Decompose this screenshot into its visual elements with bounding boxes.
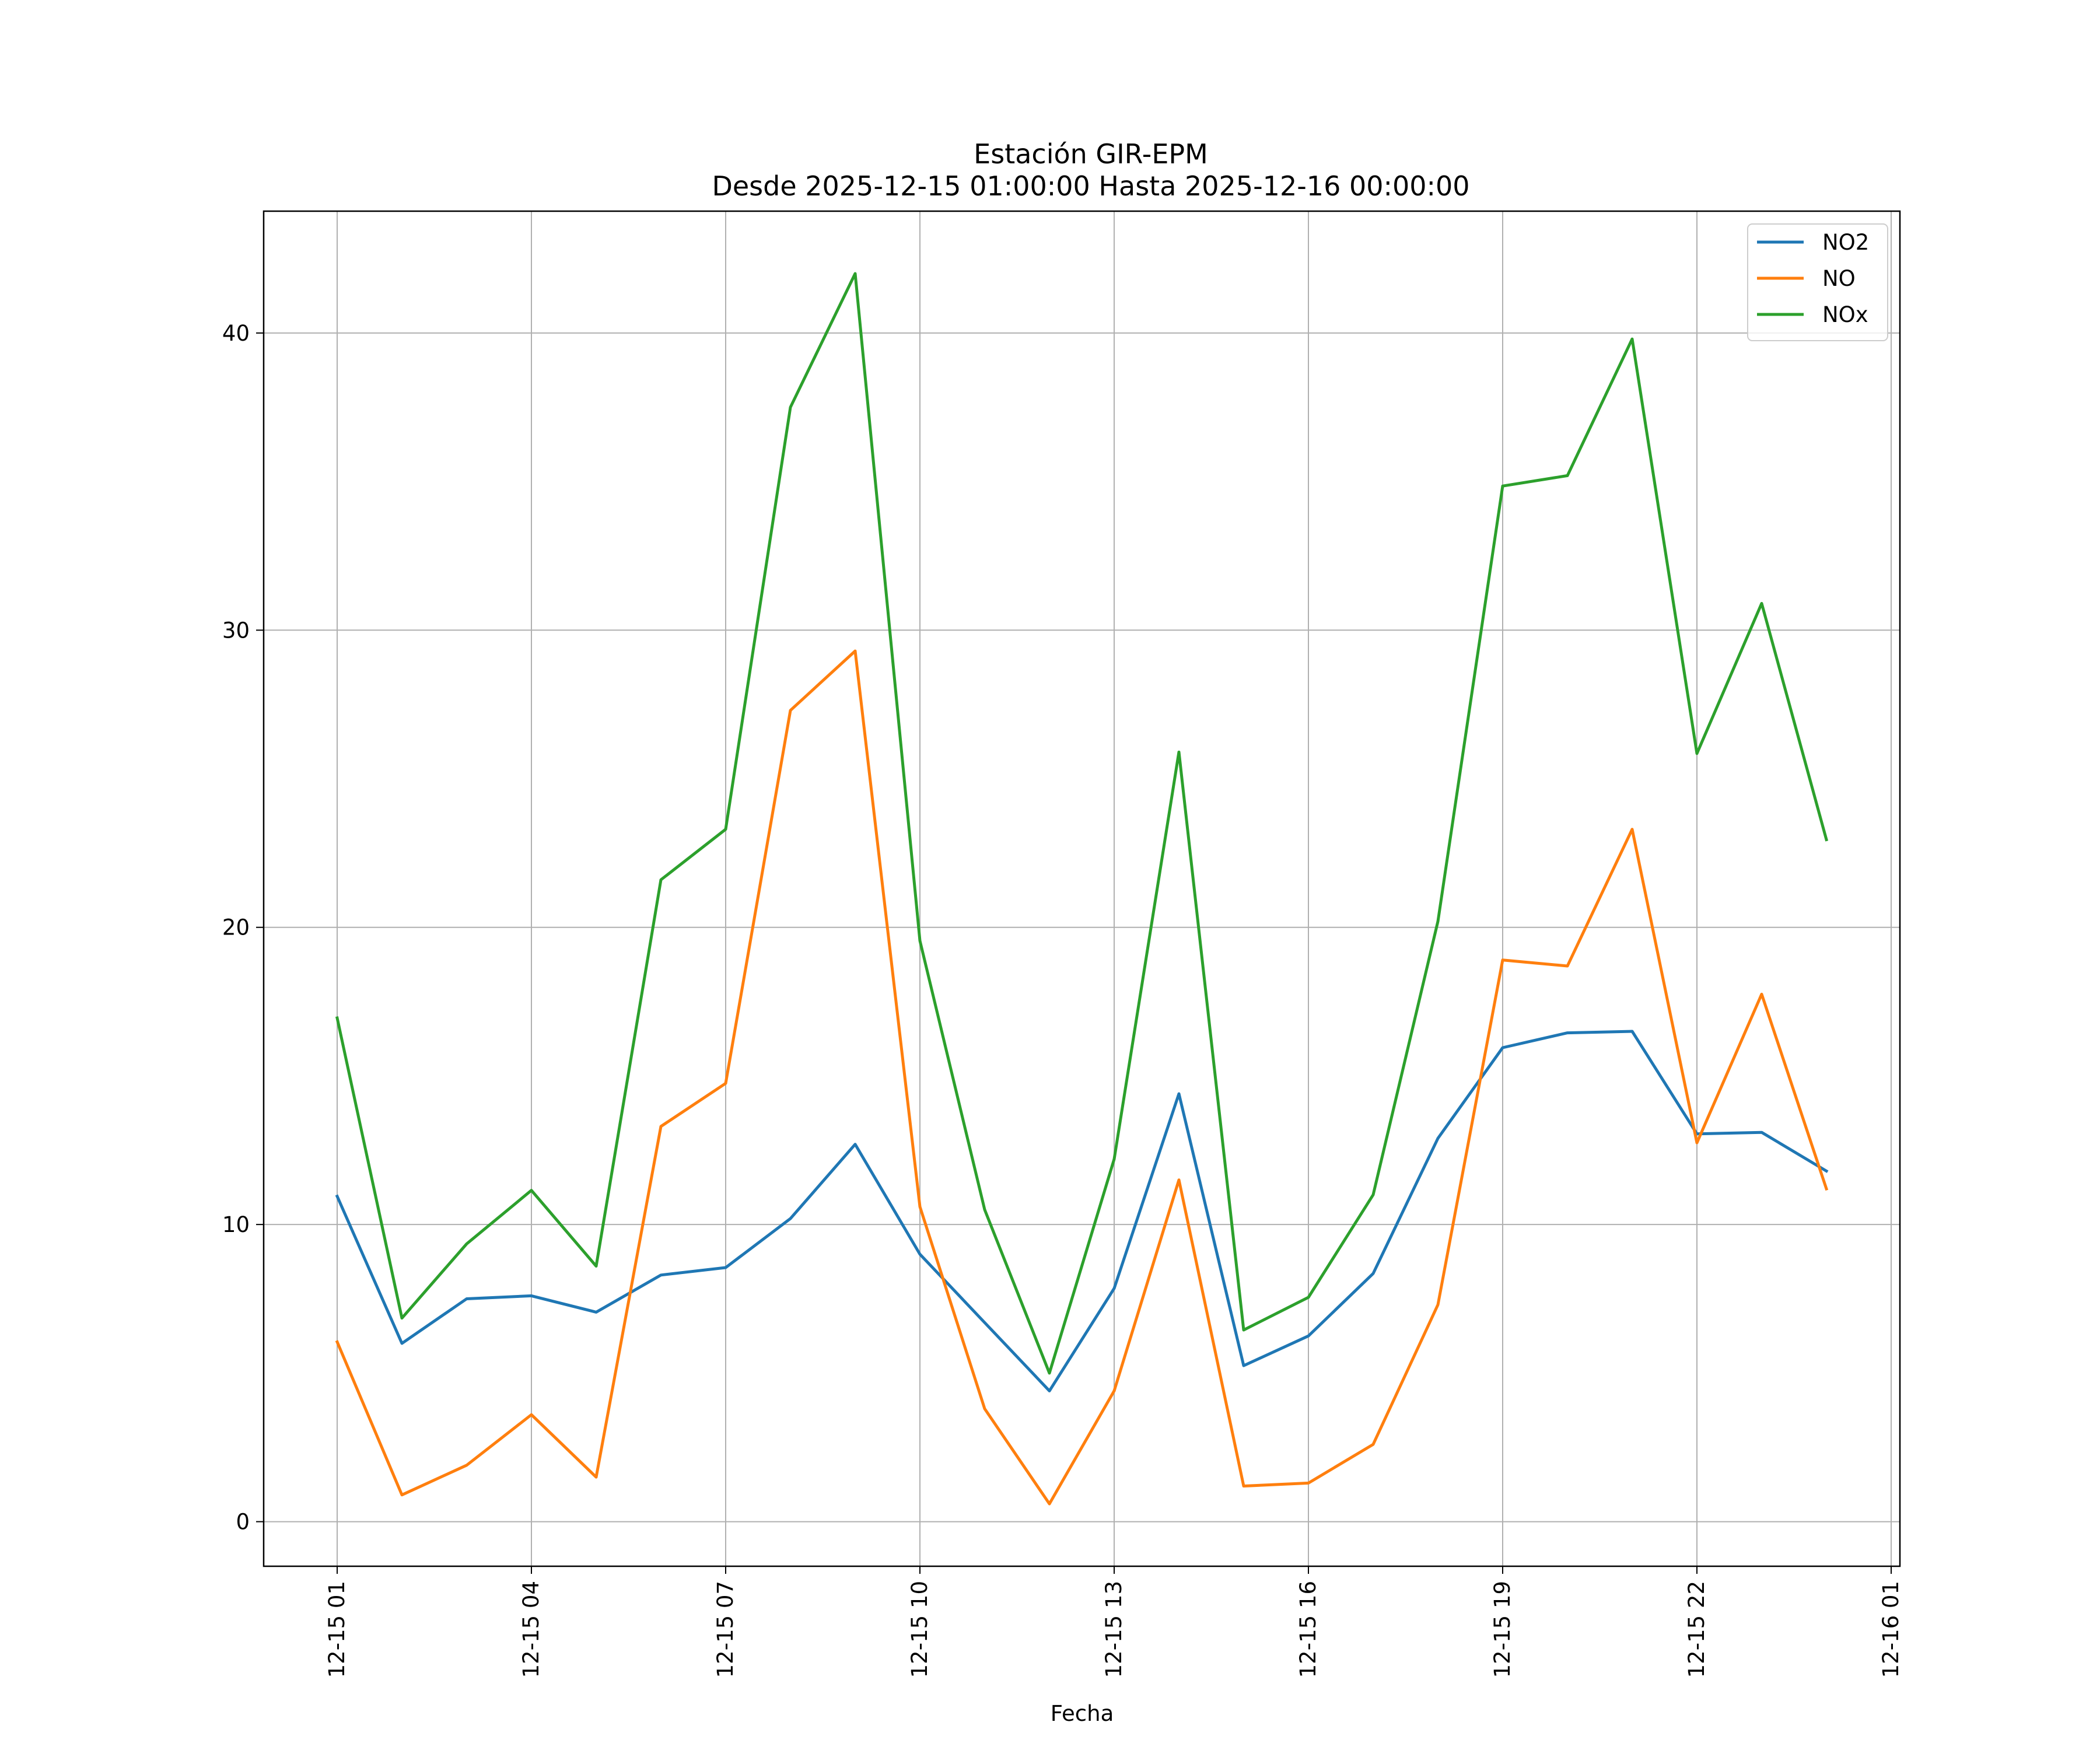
x-tick-label: 12-15 01: [324, 1581, 349, 1678]
y-tick-label: 40: [222, 321, 250, 346]
x-tick-label: 12-15 13: [1101, 1581, 1126, 1678]
x-tick-label: 12-15 10: [907, 1581, 932, 1678]
legend-label-no: NO: [1822, 266, 1856, 291]
legend: NO2 NO NOx: [1747, 223, 1888, 341]
series-line-no: [335, 649, 1829, 1506]
x-tick-label: 12-15 19: [1490, 1581, 1515, 1678]
series-line-no2: [335, 1030, 1829, 1392]
x-tick-label: 12-16 01: [1878, 1581, 1903, 1678]
series-line-nox: [335, 272, 1829, 1375]
x-tick-label: 12-15 07: [713, 1581, 738, 1678]
y-tick-label: 0: [236, 1510, 250, 1535]
series-lines: [335, 272, 1829, 1506]
legend-items: NO2 NO NOx: [1757, 230, 1869, 327]
x-tick-label: 12-15 04: [519, 1581, 544, 1678]
y-axis-ticks: 0 10 20 30 40: [222, 321, 264, 1535]
x-axis-ticks: 12-15 01 12-15 04 12-15 07 12-15 10 12-15 13…: [324, 1566, 1903, 1678]
legend-label-nox: NOx: [1822, 302, 1868, 327]
chart-subtitle: Desde 2025-12-15 01:00:00 Hasta 2025-12-…: [712, 170, 1469, 202]
x-tick-label: 12-15 16: [1296, 1581, 1321, 1678]
grid-lines: [264, 211, 1900, 1566]
legend-box: [1747, 223, 1888, 341]
y-tick-label: 20: [222, 915, 250, 940]
x-tick-label: 12-15 22: [1684, 1581, 1709, 1678]
y-tick-label: 30: [222, 618, 250, 643]
legend-label-no2: NO2: [1822, 230, 1869, 255]
chart-title: Estación GIR-EPM: [974, 138, 1208, 170]
x-axis-label: Fecha: [1051, 1701, 1114, 1726]
plot-frame: [262, 210, 1901, 1567]
y-tick-label: 10: [222, 1212, 250, 1237]
